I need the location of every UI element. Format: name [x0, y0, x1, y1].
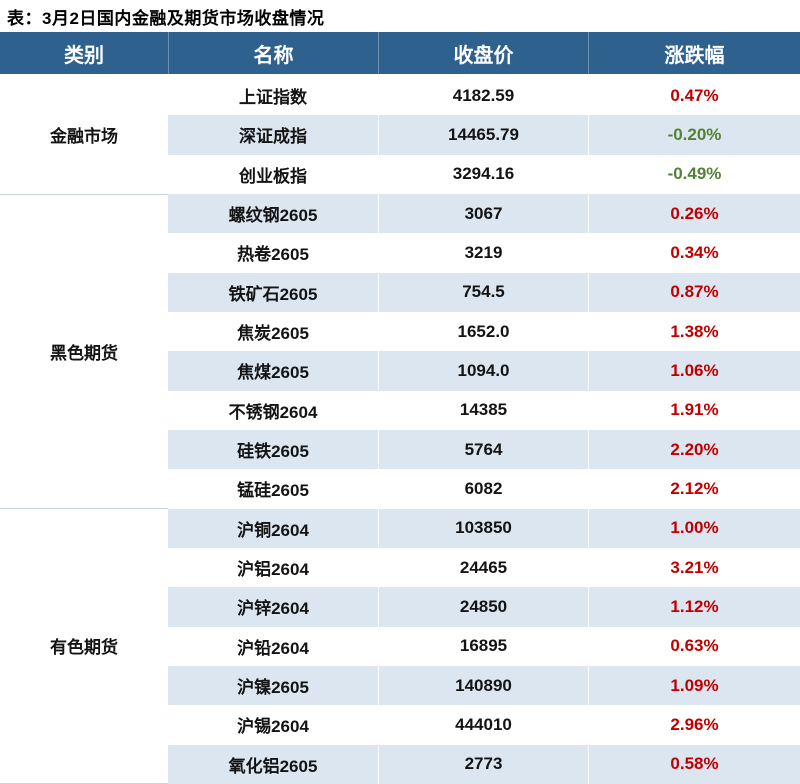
- change-percent: 2.96%: [588, 705, 800, 745]
- table-row: 沪铝2604 24465 3.21%: [0, 547, 800, 588]
- instrument-name: 创业板指: [239, 166, 307, 186]
- closing-price: 1652.0: [378, 311, 588, 352]
- instrument-name: 螺纹钢2605: [228, 206, 318, 226]
- table-title-bar: 表：3月2日国内金融及期货市场收盘情况: [0, 0, 800, 32]
- table-row: 创业板指 3294.16 -0.49%: [0, 154, 800, 194]
- column-header-change: 涨跌幅: [588, 32, 800, 74]
- category-column: 金融市场 黑色期货 有色期货: [0, 76, 168, 784]
- closing-price: 140890: [378, 665, 588, 706]
- column-header-close: 收盘价: [378, 32, 588, 74]
- closing-price: 103850: [378, 508, 588, 548]
- table-row: 螺纹钢2605 3067 0.26%: [0, 193, 800, 234]
- instrument-name: 氧化铝2605: [228, 756, 318, 776]
- table-title: 表：3月2日国内金融及期货市场收盘情况: [7, 8, 325, 28]
- instrument-name: 硅铁2605: [237, 442, 309, 462]
- instrument-name: 沪铜2604: [237, 520, 309, 540]
- change-percent: 1.06%: [588, 351, 800, 391]
- table-header-row: 类别 名称 收盘价 涨跌幅: [0, 32, 800, 76]
- closing-price: 16895: [378, 626, 588, 666]
- table-row: 热卷2605 3219 0.34%: [0, 233, 800, 273]
- table-row: 硅铁2605 5764 2.20%: [0, 429, 800, 470]
- closing-price: 3067: [378, 193, 588, 234]
- table-row: 焦煤2605 1094.0 1.06%: [0, 351, 800, 391]
- instrument-name: 热卷2605: [237, 245, 309, 265]
- category-nonferrous-futures: 有色期货: [0, 509, 168, 784]
- table-row: 深证成指 14465.79 -0.20%: [0, 115, 800, 155]
- closing-price: 754.5: [378, 272, 588, 312]
- change-percent: 0.87%: [588, 272, 800, 312]
- closing-price: 24465: [378, 547, 588, 588]
- table-row: 沪镍2605 140890 1.09%: [0, 665, 800, 706]
- instrument-name: 沪锌2604: [237, 599, 309, 619]
- change-percent: -0.20%: [588, 115, 800, 155]
- change-percent: 2.20%: [588, 429, 800, 470]
- instrument-name: 上证指数: [239, 88, 307, 108]
- change-percent: 1.91%: [588, 390, 800, 430]
- change-percent: 0.58%: [588, 744, 800, 784]
- change-percent: 0.26%: [588, 193, 800, 234]
- instrument-name: 焦炭2605: [237, 324, 309, 344]
- change-percent: 0.34%: [588, 233, 800, 273]
- category-black-futures: 黑色期货: [0, 195, 168, 509]
- instrument-name: 铁矿石2605: [228, 284, 318, 304]
- change-percent: 1.12%: [588, 587, 800, 627]
- category-financial-market: 金融市场: [0, 76, 168, 195]
- market-closing-table: 类别 名称 收盘价 涨跌幅 上证指数 4182.59 0.47%: [0, 32, 800, 784]
- table-rows: 上证指数 4182.59 0.47% 深证成指 14465.79 -0.20%: [0, 76, 800, 784]
- closing-price: 4182.59: [378, 76, 588, 116]
- instrument-name: 沪铝2604: [237, 560, 309, 580]
- change-percent: -0.49%: [588, 154, 800, 194]
- table-row: 上证指数 4182.59 0.47%: [0, 76, 800, 116]
- column-header-category: 类别: [64, 44, 104, 67]
- instrument-name: 不锈钢2604: [228, 402, 318, 422]
- closing-price: 3219: [378, 233, 588, 273]
- instrument-name: 沪镍2605: [237, 678, 309, 698]
- closing-price: 5764: [378, 429, 588, 470]
- column-header-name: 名称: [168, 32, 378, 74]
- instrument-name: 深证成指: [239, 127, 307, 147]
- table-row: 铁矿石2605 754.5 0.87%: [0, 272, 800, 312]
- change-percent: 1.09%: [588, 665, 800, 706]
- instrument-name: 沪锡2604: [237, 717, 309, 737]
- closing-price: 24850: [378, 587, 588, 627]
- instrument-name: 锰硅2605: [237, 481, 309, 501]
- closing-price: 14465.79: [378, 115, 588, 155]
- change-percent: 0.47%: [588, 76, 800, 116]
- table-row: 焦炭2605 1652.0 1.38%: [0, 311, 800, 352]
- closing-price: 444010: [378, 705, 588, 745]
- table-row: 锰硅2605 6082 2.12%: [0, 469, 800, 509]
- closing-price: 2773: [378, 744, 588, 784]
- table-row: 沪铜2604 103850 1.00%: [0, 508, 800, 548]
- change-percent: 1.38%: [588, 311, 800, 352]
- table-row: 沪铅2604 16895 0.63%: [0, 626, 800, 666]
- closing-price: 1094.0: [378, 351, 588, 391]
- table-row: 氧化铝2605 2773 0.58%: [0, 744, 800, 784]
- change-percent: 2.12%: [588, 469, 800, 509]
- change-percent: 0.63%: [588, 626, 800, 666]
- closing-price: 3294.16: [378, 154, 588, 194]
- table-row: 沪锡2604 444010 2.96%: [0, 705, 800, 745]
- table-row: 不锈钢2604 14385 1.91%: [0, 390, 800, 430]
- closing-price: 6082: [378, 469, 588, 509]
- change-percent: 1.00%: [588, 508, 800, 548]
- change-percent: 3.21%: [588, 547, 800, 588]
- table-row: 沪锌2604 24850 1.12%: [0, 587, 800, 627]
- closing-price: 14385: [378, 390, 588, 430]
- instrument-name: 焦煤2605: [237, 363, 309, 383]
- instrument-name: 沪铅2604: [237, 638, 309, 658]
- table-body: 上证指数 4182.59 0.47% 深证成指 14465.79 -0.20%: [0, 76, 800, 784]
